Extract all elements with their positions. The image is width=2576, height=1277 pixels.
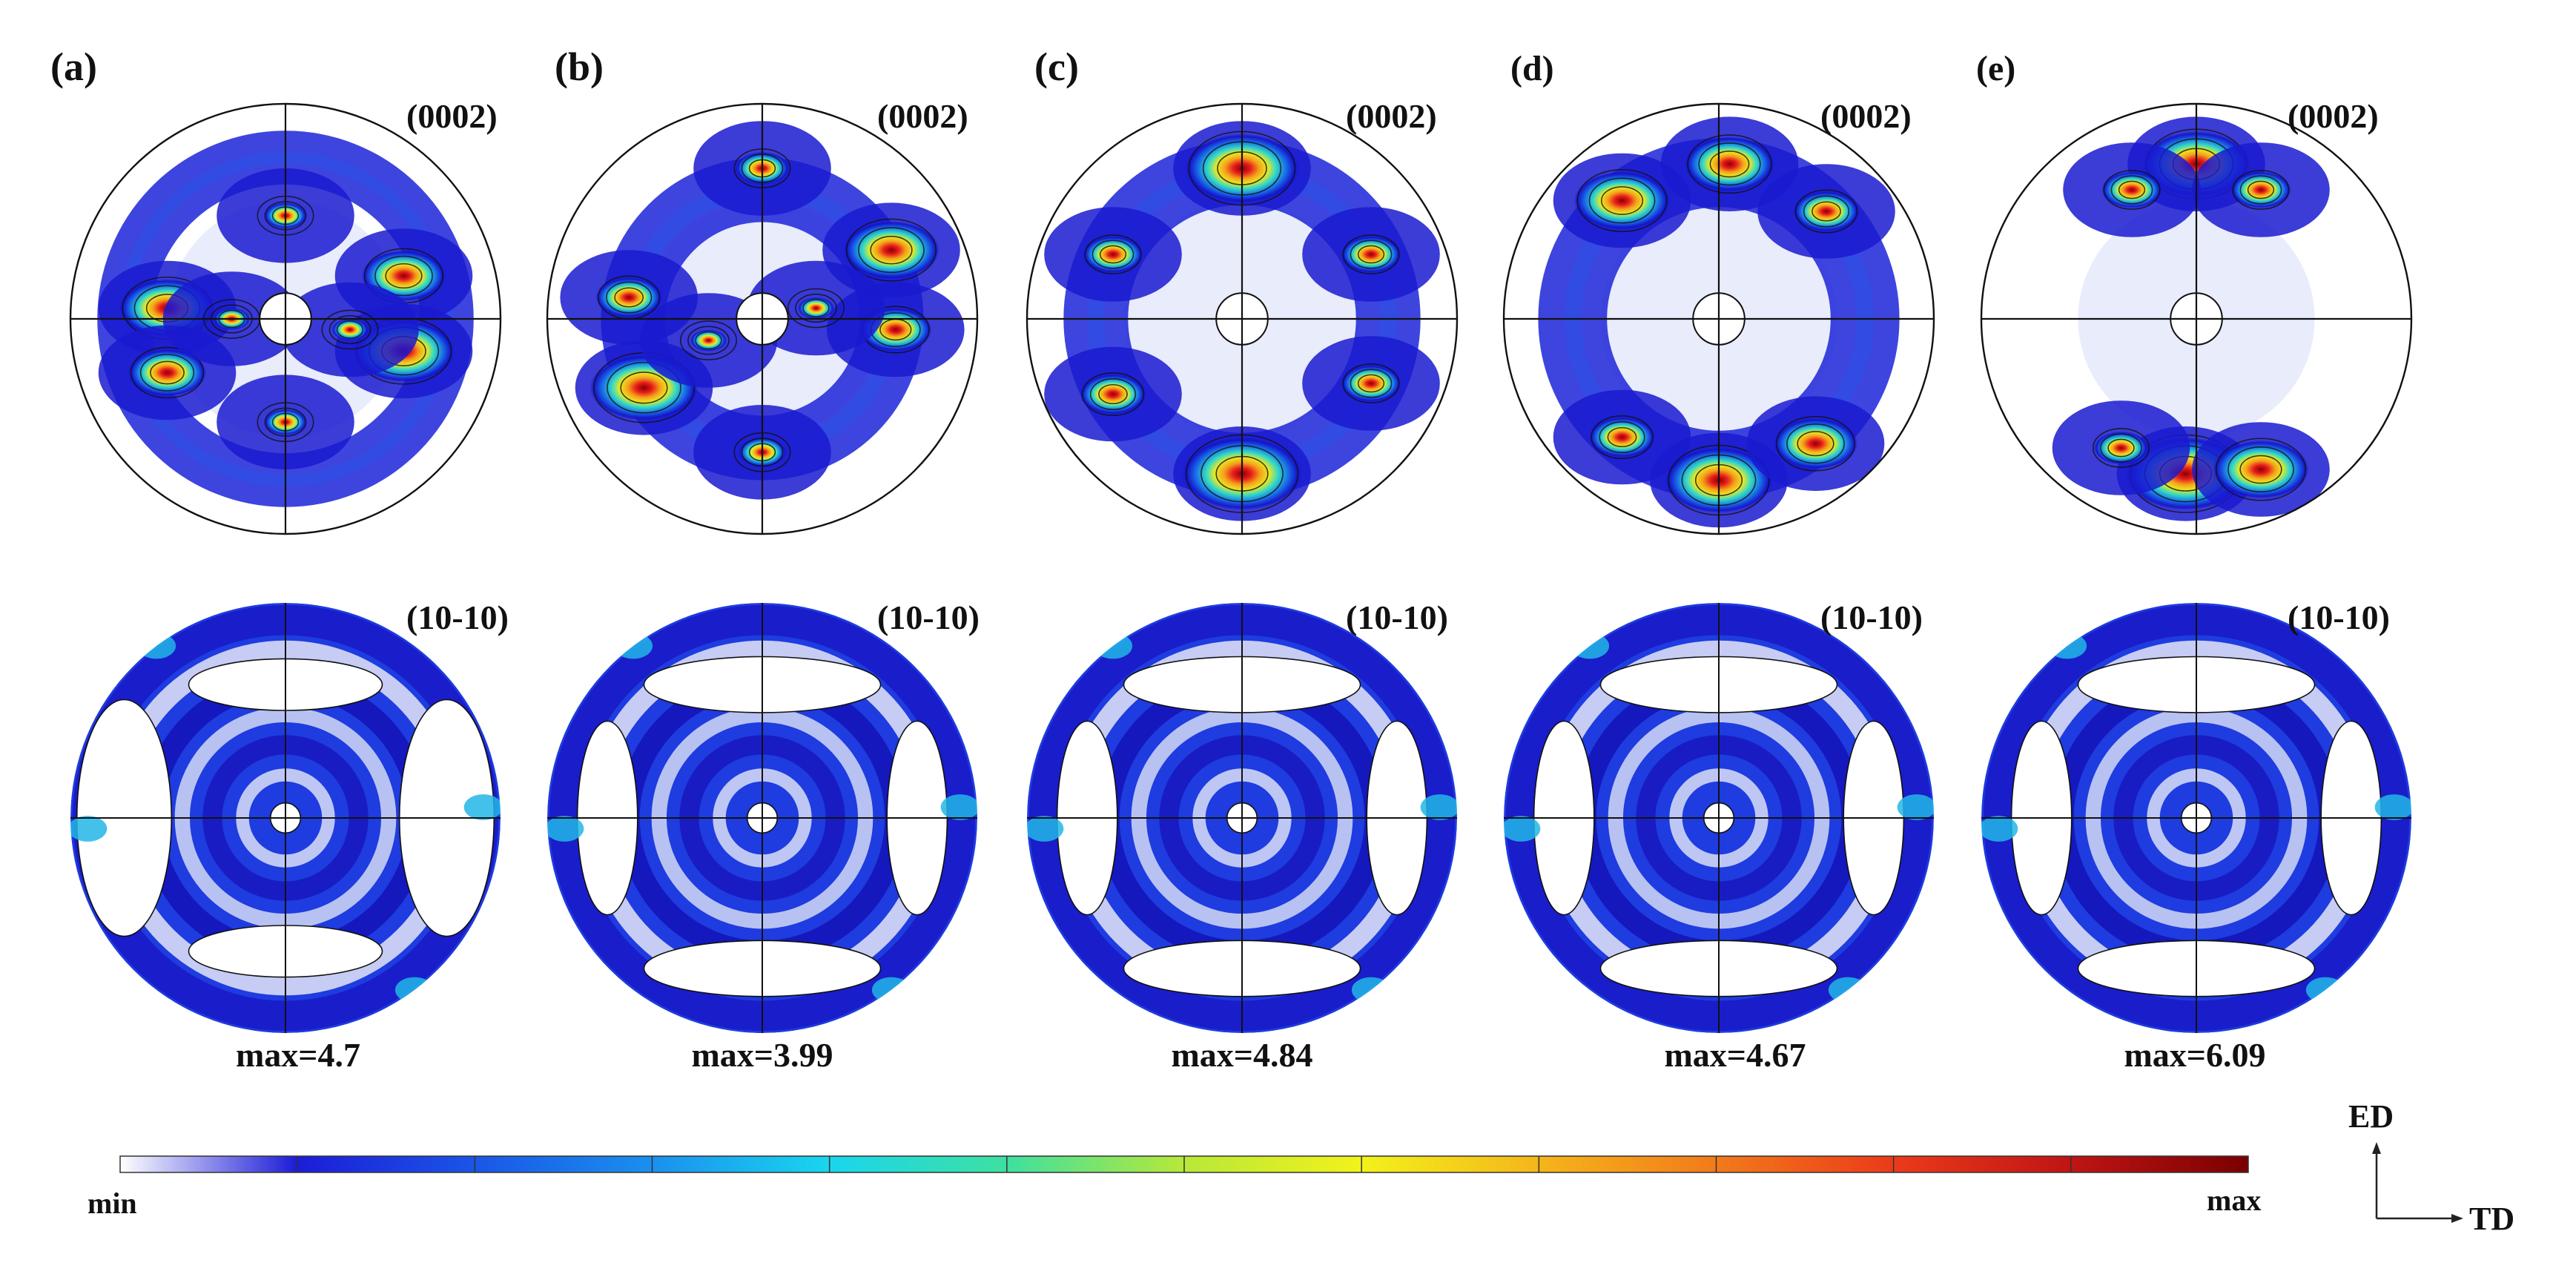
pole-figure-10-10: [70, 603, 501, 1033]
plane-label-top: (0002): [2288, 97, 2379, 135]
pole-figure-outline: [69, 102, 502, 535]
panel-label: (e): [1976, 49, 2015, 88]
arrow-right-icon: [2451, 1214, 2463, 1223]
arrow-up-icon: [2372, 1142, 2381, 1154]
panel-e: (e) (0002) (10-10) max=6.09: [1976, 49, 2413, 1074]
plane-label-top: (0002): [877, 97, 968, 135]
colorbar-max-label: max: [2207, 1184, 2261, 1217]
axis-label-td: TD: [2469, 1201, 2514, 1237]
pole-figure-outline: [546, 102, 979, 535]
colorbar: min max: [87, 1155, 2261, 1220]
plane-label-bottom: (10-10): [406, 598, 509, 636]
max-intensity-label: max=6.09: [2124, 1036, 2265, 1074]
max-intensity-label: max=4.84: [1171, 1036, 1312, 1074]
pole-figure-0002: [546, 102, 979, 535]
panel-b: (b) (0002) (10-10) max=3.99: [546, 44, 980, 1074]
max-intensity-label: max=4.67: [1664, 1036, 1806, 1074]
plane-label-bottom: (10-10): [2288, 598, 2390, 636]
plane-label-bottom: (10-10): [1820, 598, 1923, 636]
panel-d: (d) (0002) (10-10) max=4.67: [1502, 49, 1935, 1074]
pole-figure-0002: [1502, 102, 1935, 535]
panel-label: (d): [1510, 49, 1554, 88]
plane-label-bottom: (10-10): [877, 598, 980, 636]
panel-label: (c): [1034, 44, 1079, 89]
pole-figure-0002: [69, 102, 502, 535]
panel-label: (a): [50, 44, 97, 89]
colorbar-min-label: min: [87, 1187, 137, 1220]
pole-figure-outline: [1026, 102, 1459, 535]
pole-figure-10-10: [547, 603, 977, 1033]
max-intensity-label: max=4.7: [236, 1036, 360, 1074]
max-intensity-label: max=3.99: [691, 1036, 833, 1074]
plane-label-top: (0002): [406, 97, 498, 135]
panel-c: (c) (0002) (10-10) max=4.84: [1026, 44, 1459, 1074]
plane-label-top: (0002): [1820, 97, 1912, 135]
pole-figure-0002: [1980, 102, 2413, 535]
pole-figure-0002: [1026, 102, 1459, 535]
pole-figure-outline: [1980, 102, 2413, 535]
panel-label: (b): [555, 44, 604, 89]
pole-figure-10-10: [1981, 603, 2411, 1033]
axis-indicator: ED TD: [2348, 1098, 2514, 1237]
plane-label-top: (0002): [1346, 97, 1437, 135]
pole-figure-10-10: [1504, 603, 1934, 1033]
plane-label-bottom: (10-10): [1346, 598, 1448, 636]
pole-figure-outline: [1502, 102, 1935, 535]
panel-a: (a) (0002) (10-10) max=4.7: [50, 44, 509, 1074]
axis-label-ed: ED: [2348, 1098, 2394, 1135]
pole-figure-10-10: [1027, 603, 1457, 1033]
